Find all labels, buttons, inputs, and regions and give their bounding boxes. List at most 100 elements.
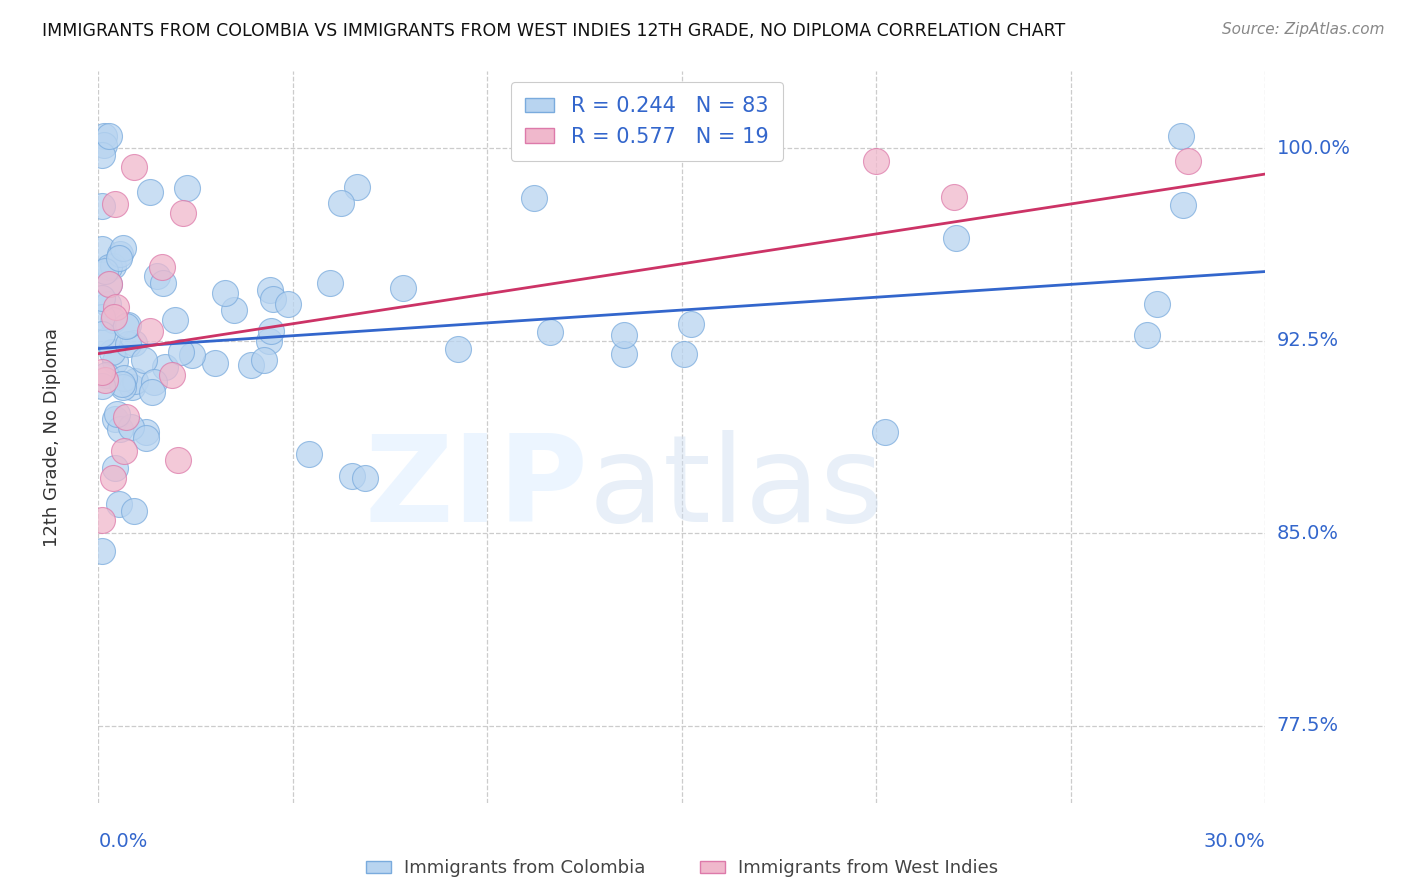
Point [114,409,136,424]
Point [945,231,967,245]
Point [523,191,546,205]
Point [91,544,114,558]
Point [93,137,115,152]
Point [1146,297,1168,311]
Point [943,190,966,204]
Point [121,380,143,394]
Point [91,379,114,393]
Point [96,333,118,347]
Point [101,471,124,485]
Point [115,318,138,333]
Point [340,469,363,483]
Point [152,277,174,291]
Point [117,337,139,351]
Point [1177,154,1199,169]
Point [104,411,127,425]
Point [1170,128,1192,143]
Point [672,347,695,361]
Text: 100.0%: 100.0% [1277,139,1351,158]
Text: ZIP: ZIP [364,430,589,547]
Point [392,281,415,295]
Point [1136,328,1159,343]
Point [139,324,162,338]
Point [298,447,321,461]
Point [97,277,120,292]
Point [135,431,157,445]
Point [110,376,132,391]
Point [91,365,114,379]
Point [91,148,114,162]
Point [108,246,131,260]
Point [107,251,129,265]
Point [108,421,131,435]
Point [97,277,120,292]
Point [165,313,187,327]
Text: 30.0%: 30.0% [1204,832,1265,851]
Text: 77.5%: 77.5% [1277,716,1339,735]
Point [105,407,128,421]
Point [865,154,887,169]
Point [91,242,114,256]
Point [104,353,127,368]
Point [253,352,276,367]
Point [447,342,470,356]
Point [181,348,204,362]
Point [93,128,115,143]
Point [138,185,160,199]
Point [135,425,157,439]
Point [538,325,561,339]
Point [101,313,124,327]
Point [262,292,284,306]
Point [260,324,283,338]
Point [160,368,183,383]
Point [124,504,146,518]
Point [141,384,163,399]
Point [103,259,125,273]
Point [122,336,145,351]
Point [1171,198,1194,212]
Point [613,328,636,343]
Point [104,197,127,211]
Point [354,471,377,485]
Point [91,512,114,526]
Point [257,334,280,348]
Point [91,326,114,341]
Point [120,419,142,434]
Point [259,283,281,297]
Point [117,318,139,333]
Point [346,180,368,194]
Point [166,452,188,467]
Legend: Immigrants from Colombia, Immigrants from West Indies: Immigrants from Colombia, Immigrants fro… [359,852,1005,885]
Point [329,196,352,211]
Point [176,181,198,195]
Point [104,461,127,475]
Point [214,286,236,301]
Text: 0.0%: 0.0% [98,832,148,851]
Text: 92.5%: 92.5% [1277,331,1339,351]
Point [132,352,155,367]
Point [108,497,131,511]
Point [146,268,169,283]
Point [277,297,299,311]
Point [153,359,176,374]
Point [94,368,117,383]
Point [679,318,702,332]
Point [112,370,135,384]
Point [150,260,173,274]
Point [105,300,128,314]
Point [170,345,193,359]
Text: Source: ZipAtlas.com: Source: ZipAtlas.com [1222,22,1385,37]
Point [94,263,117,277]
Point [97,128,120,143]
Point [239,358,262,372]
Text: IMMIGRANTS FROM COLOMBIA VS IMMIGRANTS FROM WEST INDIES 12TH GRADE, NO DIPLOMA C: IMMIGRANTS FROM COLOMBIA VS IMMIGRANTS F… [42,22,1066,40]
Point [319,276,342,290]
Point [111,380,134,394]
Point [98,260,121,275]
Point [124,374,146,388]
Point [112,444,135,458]
Point [142,375,165,389]
Text: 85.0%: 85.0% [1277,524,1339,543]
Text: atlas: atlas [589,430,884,547]
Point [111,241,134,255]
